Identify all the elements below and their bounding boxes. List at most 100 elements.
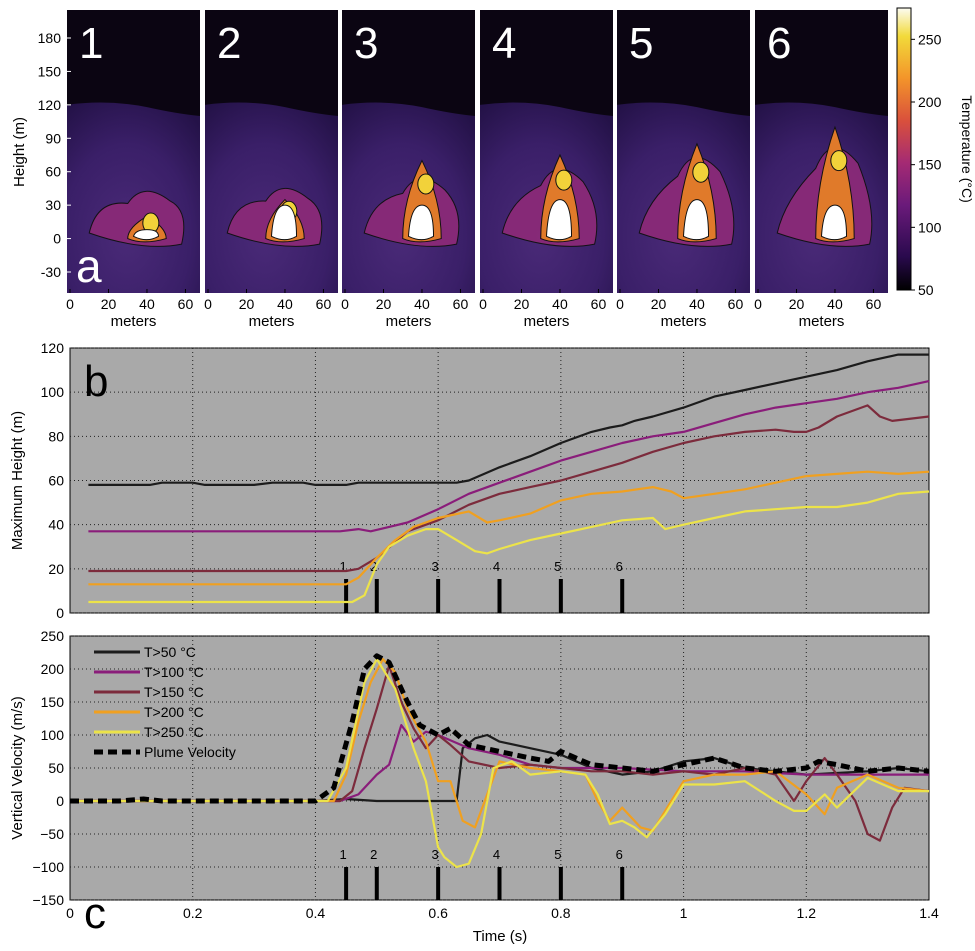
colorbar-tick-label: 100: [918, 219, 942, 235]
frame-marker-2: [374, 867, 379, 900]
x-tick-label: 1.2: [797, 905, 817, 921]
x-tick-label: 60: [591, 296, 607, 312]
plume-hotter-zone: [830, 150, 848, 172]
x-tick-label: 20: [101, 296, 117, 312]
frame-marker-label: 5: [554, 847, 561, 862]
x-tick-label: 0: [754, 296, 762, 312]
y-axis-label: Maximum Height (m): [9, 411, 26, 550]
series-line-t-250-c: [88, 490, 930, 604]
panel-b-max-height-chart: 0 20 40 60 80 100 120 1 2 3 4 5 6 b Maximum Height (m): [9, 340, 930, 621]
x-tick-label: 40: [277, 296, 293, 312]
y-tick-label: 50: [48, 760, 64, 776]
x-tick-label: 20: [514, 296, 530, 312]
colorbar-tick-label: 150: [918, 157, 942, 173]
series-line-t-100-c: [88, 380, 930, 533]
series-line-t-100-c: [70, 724, 929, 803]
x-axis-label: meters: [524, 313, 570, 330]
legend-entry: T>100 °C: [144, 664, 204, 680]
y-tick-label: 120: [38, 97, 62, 113]
frame-marker-3: [436, 867, 441, 900]
y-tick-label: 0: [56, 605, 64, 621]
colorbar-label: Temperature (°C): [959, 95, 975, 203]
y-tick-label: 150: [38, 63, 62, 79]
y-tick-label: 40: [48, 517, 64, 533]
x-tick-label: 0.6: [428, 905, 448, 921]
y-tick-label: 20: [48, 561, 64, 577]
y-tick-label: −50: [40, 826, 64, 842]
frame-marker-label: 4: [493, 847, 500, 862]
x-tick-label: 0: [616, 296, 624, 312]
y-axis-label: Height (m): [11, 117, 28, 187]
legend-entry: T>50 °C: [144, 644, 196, 660]
y-tick-label: −150: [32, 892, 64, 908]
y-tick-label: 100: [41, 384, 65, 400]
plume-core: [820, 204, 848, 241]
y-tick-label: 150: [41, 694, 65, 710]
frame-marker-6: [620, 579, 625, 613]
colorbar-tick-label: 200: [918, 94, 942, 110]
panel-letter: b: [84, 357, 108, 406]
plume-core: [407, 204, 435, 241]
plume-core: [132, 229, 160, 241]
y-tick-label: 60: [48, 473, 64, 489]
y-tick-label: 0: [53, 231, 61, 247]
x-tick-label: 60: [316, 296, 332, 312]
frame-marker-4: [497, 867, 502, 900]
y-tick-label: 30: [45, 197, 61, 213]
plume-core: [270, 204, 298, 241]
y-tick-label: −100: [32, 859, 64, 875]
frame-marker-label: 2: [370, 559, 377, 574]
y-tick-label: 90: [45, 130, 61, 146]
legend-entry: T>200 °C: [144, 704, 204, 720]
frame-number-label: 5: [629, 19, 653, 68]
x-tick-label: 60: [453, 296, 469, 312]
plume-hotter-zone: [417, 173, 435, 195]
frame-marker-label: 1: [339, 847, 346, 862]
series-line-t-150-c: [70, 664, 930, 842]
thermal-frame-1: 1 0 20 40 60 meters: [66, 10, 200, 330]
colorbar: [896, 7, 912, 291]
x-tick-label: 0: [66, 905, 74, 921]
x-tick-label: 40: [139, 296, 155, 312]
plume-hotter-zone: [692, 161, 710, 183]
frame-marker-5: [558, 579, 563, 613]
legend-entry: T>250 °C: [144, 724, 204, 740]
frame-marker-2: [374, 579, 379, 613]
y-tick-label: 0: [56, 793, 64, 809]
x-tick-label: 0.2: [183, 905, 203, 921]
frame-marker-6: [620, 867, 625, 900]
x-tick-label: 20: [239, 296, 255, 312]
y-tick-label: 180: [38, 30, 62, 46]
frame-number-label: 6: [767, 19, 791, 68]
x-tick-label: 0: [341, 296, 349, 312]
x-tick-label: 0.8: [551, 905, 571, 921]
frame-marker-label: 3: [432, 847, 439, 862]
frame-marker-label: 4: [493, 559, 500, 574]
colorbar-tick-label: 50: [918, 282, 934, 298]
y-tick-label: 80: [48, 428, 64, 444]
x-axis-label: meters: [111, 313, 157, 330]
x-tick-label: 40: [689, 296, 705, 312]
thermal-frame-5: 5 0 20 40 60 meters: [616, 10, 750, 330]
frame-marker-5: [558, 867, 563, 900]
frame-marker-1: [344, 867, 349, 900]
plume-hotter-zone: [555, 169, 573, 191]
frame-marker-3: [436, 579, 441, 613]
series-line-plume-velocity: [70, 653, 930, 804]
frame-number-label: 4: [492, 19, 516, 68]
series-line-t-150-c: [88, 404, 930, 573]
x-tick-label: 60: [866, 296, 882, 312]
frame-marker-label: 6: [616, 559, 623, 574]
panel-letter: a: [76, 240, 102, 292]
plume-core: [682, 199, 710, 241]
legend: T>50 °C T>100 °C T>150 °C T>200 °C T>250 °C P…: [94, 644, 236, 760]
panel-letter: c: [84, 889, 106, 938]
y-tick-label: 60: [45, 164, 61, 180]
x-axis-label: meters: [661, 313, 707, 330]
legend-entry: T>150 °C: [144, 684, 204, 700]
